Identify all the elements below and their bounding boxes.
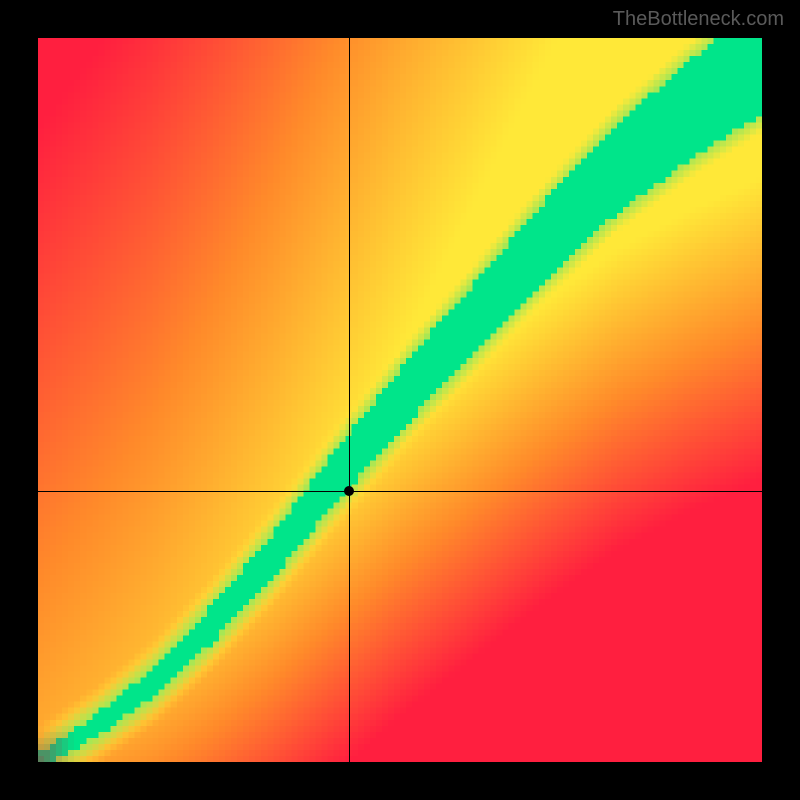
marker-dot	[344, 486, 354, 496]
crosshair-horizontal	[38, 491, 762, 492]
crosshair-vertical	[349, 38, 350, 762]
heatmap-plot	[38, 38, 762, 762]
heatmap-canvas	[38, 38, 762, 762]
watermark-text: TheBottleneck.com	[613, 8, 784, 31]
